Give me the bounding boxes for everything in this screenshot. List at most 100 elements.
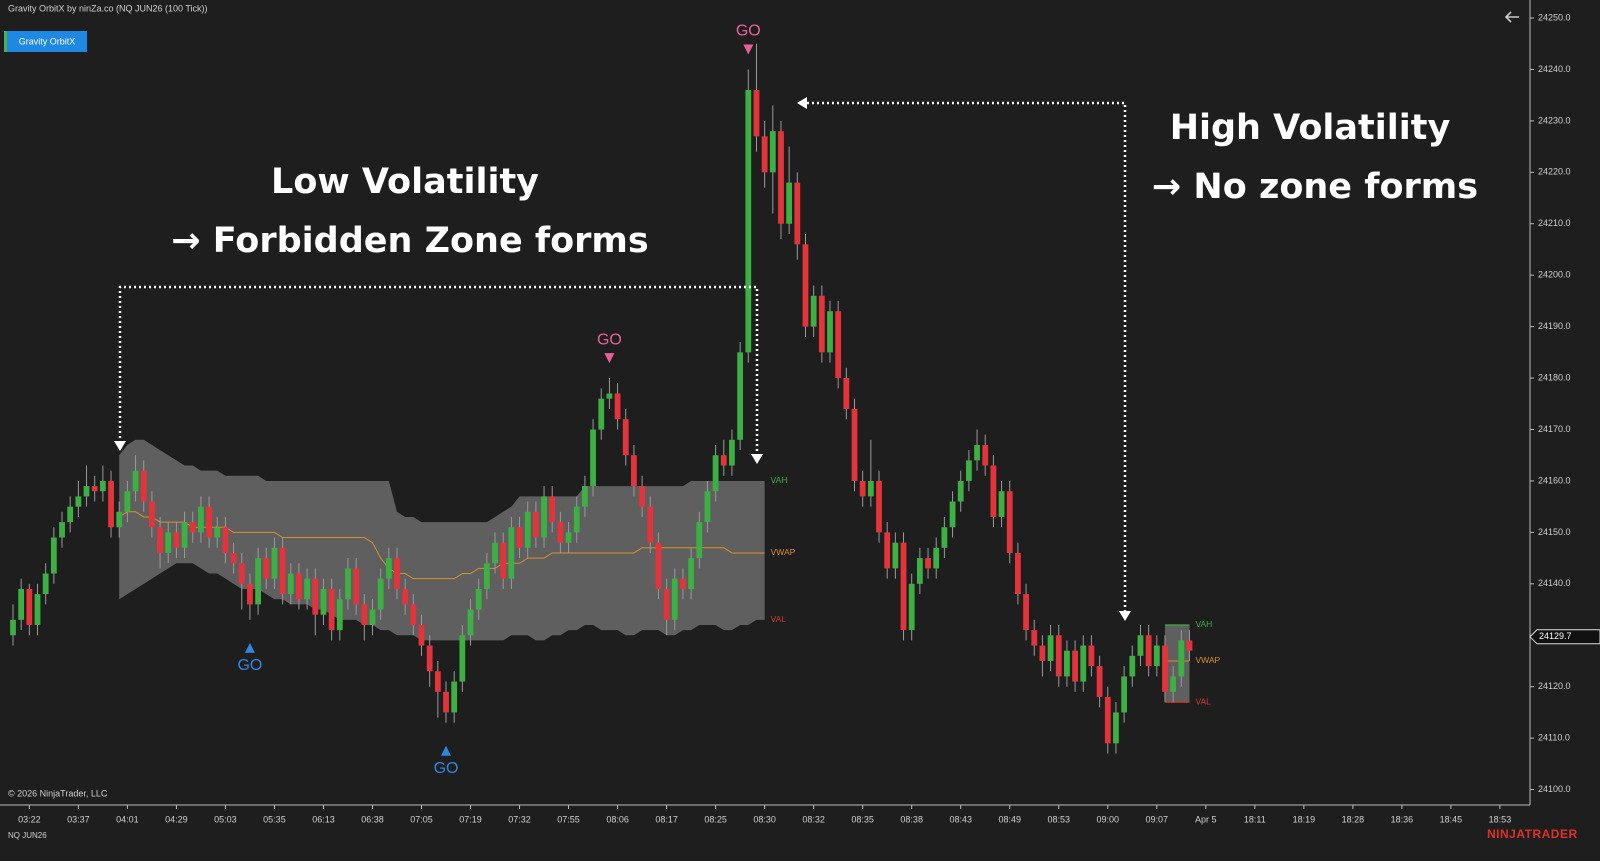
x-tick-label: 08:25 (704, 814, 727, 824)
candle-body (949, 501, 956, 528)
candle-body (786, 182, 793, 224)
candle-body (794, 182, 801, 245)
y-tick-label: 24240.0 (1538, 64, 1571, 74)
candle-body (385, 558, 392, 579)
candle-body (206, 506, 212, 538)
x-tick-label: 07:05 (410, 814, 433, 824)
candle-body (157, 527, 163, 553)
candle-body (884, 532, 891, 569)
candle-body (916, 558, 923, 584)
candle-body (1162, 645, 1168, 692)
x-tick-label: Apr 5 (1195, 814, 1217, 824)
candle-body (459, 635, 466, 682)
dotted-arrows (114, 97, 1131, 621)
candle-body (753, 90, 760, 137)
y-tick-label: 24140.0 (1538, 578, 1571, 588)
dotted-arrow-left (118, 285, 759, 455)
x-tick-label: 04:01 (116, 814, 139, 824)
signal-marker (244, 642, 255, 653)
candle-body (181, 522, 188, 548)
candle-body (941, 527, 948, 548)
candle-body (189, 522, 196, 533)
candle-body (91, 486, 98, 492)
candle-body (557, 522, 564, 543)
candle-body (631, 455, 637, 487)
candle-body (279, 547, 286, 595)
x-tick-label: 07:19 (459, 814, 482, 824)
candle-body (1121, 676, 1128, 713)
candle-body (1129, 655, 1136, 677)
x-tick-label: 05:03 (214, 814, 237, 824)
candle-body (843, 378, 850, 409)
candle-body (1088, 645, 1095, 667)
candles-layer (10, 43, 1193, 754)
candle-body (238, 563, 245, 584)
candle-body (582, 486, 588, 507)
candle-body (75, 496, 82, 507)
candle-body (50, 537, 57, 574)
y-tick-label: 24100.0 (1538, 784, 1571, 794)
signal-label: GO (434, 760, 459, 777)
candle-body (508, 527, 515, 579)
x-tick-label: 08:38 (900, 814, 923, 824)
candle-body (328, 588, 335, 631)
candle-body (647, 506, 654, 543)
candle-body (500, 542, 507, 579)
candle-body (1178, 640, 1185, 677)
y-tick-label: 24120.0 (1538, 681, 1571, 691)
signal-marker (441, 745, 452, 756)
x-tick-label: 09:07 (1146, 814, 1169, 824)
candle-body (688, 558, 695, 589)
candle-body (982, 444, 989, 466)
x-tick-label: 08:32 (802, 814, 825, 824)
candle-body (598, 398, 605, 430)
back-button[interactable] (1504, 11, 1519, 23)
candle-body (867, 480, 874, 497)
candle-body (42, 573, 49, 595)
candle-body (434, 671, 441, 692)
indicator-button-label[interactable]: Gravity OrbitX (19, 36, 76, 46)
candle-body (443, 691, 449, 713)
candle-body (361, 604, 368, 625)
candle-body (394, 558, 400, 589)
x-tick-label: 08:17 (655, 814, 678, 824)
candle-body (737, 352, 744, 440)
band-label: VAH (771, 475, 788, 485)
candle-body (18, 588, 25, 620)
candle-body (965, 460, 972, 481)
band-label: VWAP (1195, 655, 1220, 665)
candle-body (271, 547, 278, 579)
candle-body (467, 609, 474, 636)
candle-body (614, 393, 621, 420)
candle-body (10, 619, 16, 636)
candle-body (255, 558, 261, 605)
candle-body (320, 588, 327, 615)
candle-body (198, 506, 204, 533)
x-tick-label: 03:22 (18, 814, 41, 824)
candle-body (761, 136, 768, 173)
candle-body (573, 506, 580, 533)
candle-body (1145, 635, 1152, 667)
candle-body (851, 408, 858, 481)
candle-body (671, 578, 678, 620)
candle-body (1113, 712, 1119, 744)
candle-body (892, 542, 899, 569)
candle-body (810, 295, 817, 327)
candle-body (1104, 696, 1111, 744)
x-tick-label: 04:29 (165, 814, 188, 824)
arrow-head (1119, 611, 1131, 621)
indicator-button[interactable] (4, 31, 87, 52)
candle-body (475, 588, 482, 610)
candle-body (1039, 645, 1046, 661)
candle-body (990, 465, 997, 517)
arrow-head (751, 454, 763, 464)
x-tick-label: 18:19 (1293, 814, 1316, 824)
window-title: Gravity OrbitX by ninZa.co (NQ JUN26 (10… (8, 3, 208, 13)
y-tick-label: 24200.0 (1538, 270, 1571, 280)
x-tick-label: 18:28 (1342, 814, 1365, 824)
x-tick-label: 18:53 (1489, 814, 1512, 824)
candle-body (712, 455, 719, 492)
x-tick-label: 08:43 (949, 814, 972, 824)
